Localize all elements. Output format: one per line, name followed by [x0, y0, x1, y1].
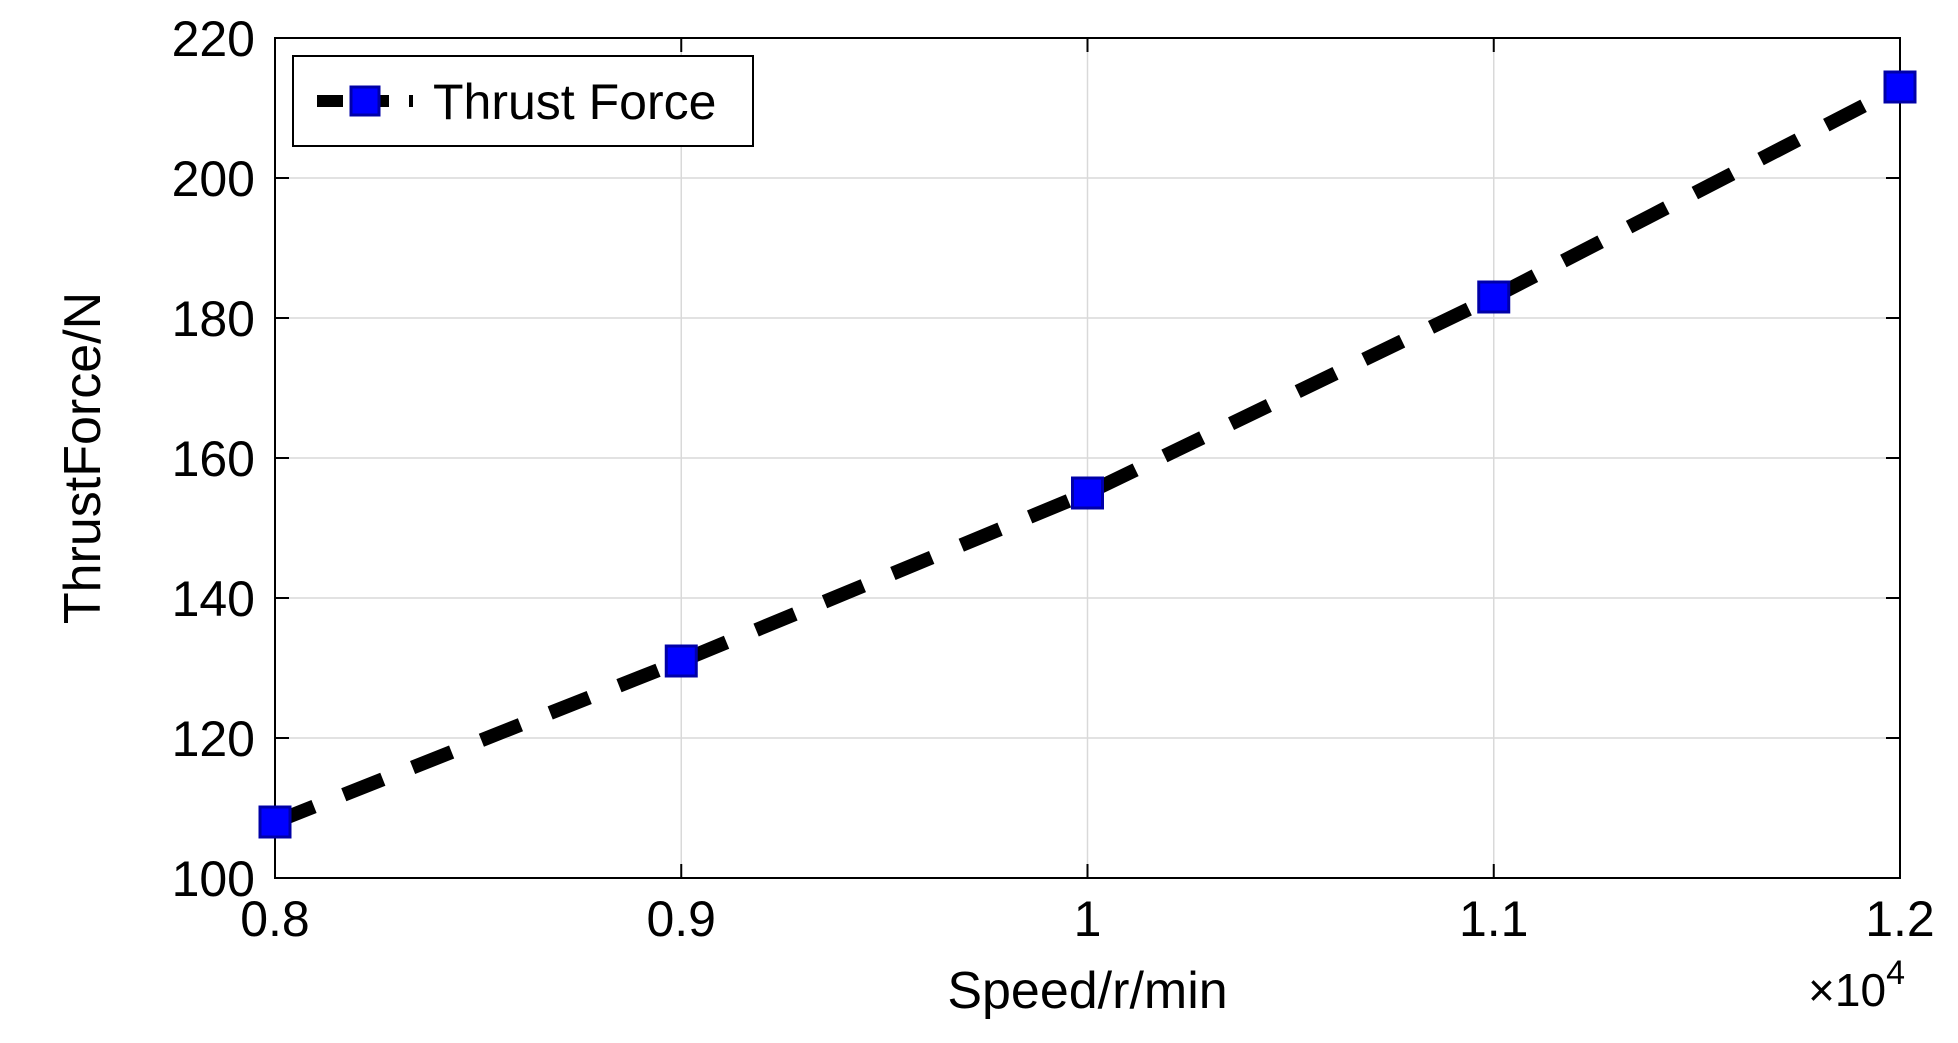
- y-tick-label: 160: [172, 431, 255, 487]
- legend: Thrust Force: [293, 56, 753, 146]
- series-marker: [1073, 478, 1103, 508]
- y-tick-label: 140: [172, 571, 255, 627]
- y-tick-label: 180: [172, 291, 255, 347]
- x-tick-label: 1.2: [1865, 891, 1935, 947]
- series-marker: [666, 646, 696, 676]
- y-tick-label: 120: [172, 711, 255, 767]
- series-marker: [1479, 282, 1509, 312]
- y-tick-label: 100: [172, 851, 255, 907]
- series-marker: [1885, 72, 1915, 102]
- x-tick-label: 1: [1074, 891, 1102, 947]
- x-axis-label: Speed/r/min: [947, 962, 1227, 1020]
- x-tick-label: 0.9: [646, 891, 716, 947]
- y-axis-label: ThrustForce/N: [54, 292, 112, 624]
- thrust-force-chart: 0.80.911.11.2100120140160180200220Speed/…: [0, 0, 1958, 1043]
- y-tick-label: 200: [172, 151, 255, 207]
- x-tick-label: 1.1: [1459, 891, 1529, 947]
- y-tick-label: 220: [172, 11, 255, 67]
- legend-label: Thrust Force: [433, 74, 716, 130]
- series-marker: [260, 807, 290, 837]
